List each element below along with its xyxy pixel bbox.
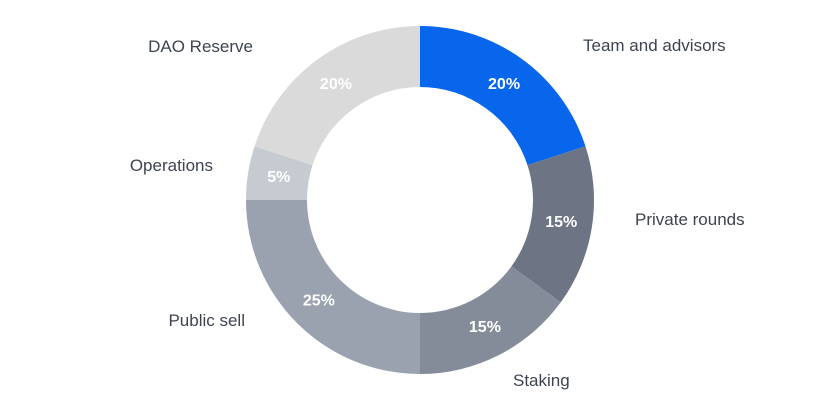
value-label-private-rounds: 15% bbox=[545, 214, 577, 231]
slice-team-and-advisors bbox=[420, 26, 586, 166]
slice-public-sell bbox=[246, 200, 420, 374]
chart-slices bbox=[246, 26, 594, 374]
value-label-operations: 5% bbox=[267, 169, 290, 186]
chart-category-labels: Team and advisors Private rounds Staking Pu… bbox=[130, 36, 745, 390]
value-label-staking: 15% bbox=[469, 319, 501, 336]
category-label-dao-reserve: DAO Reserve bbox=[148, 37, 253, 56]
value-label-public-sell: 25% bbox=[303, 293, 335, 310]
category-label-public-sell: Public sell bbox=[168, 311, 245, 330]
chart-value-labels: 20% 15% 15% 25% 5% 20% bbox=[267, 76, 577, 336]
category-label-operations: Operations bbox=[130, 156, 213, 175]
slice-private-rounds bbox=[511, 146, 594, 303]
category-label-team-and-advisors: Team and advisors bbox=[583, 36, 726, 55]
slice-operations bbox=[246, 146, 313, 200]
slice-staking bbox=[420, 266, 561, 374]
value-label-dao-reserve: 20% bbox=[320, 76, 352, 93]
slice-dao-reserve bbox=[254, 26, 420, 166]
category-label-staking: Staking bbox=[513, 371, 570, 390]
value-label-team-and-advisors: 20% bbox=[488, 76, 520, 93]
category-label-private-rounds: Private rounds bbox=[635, 210, 745, 229]
